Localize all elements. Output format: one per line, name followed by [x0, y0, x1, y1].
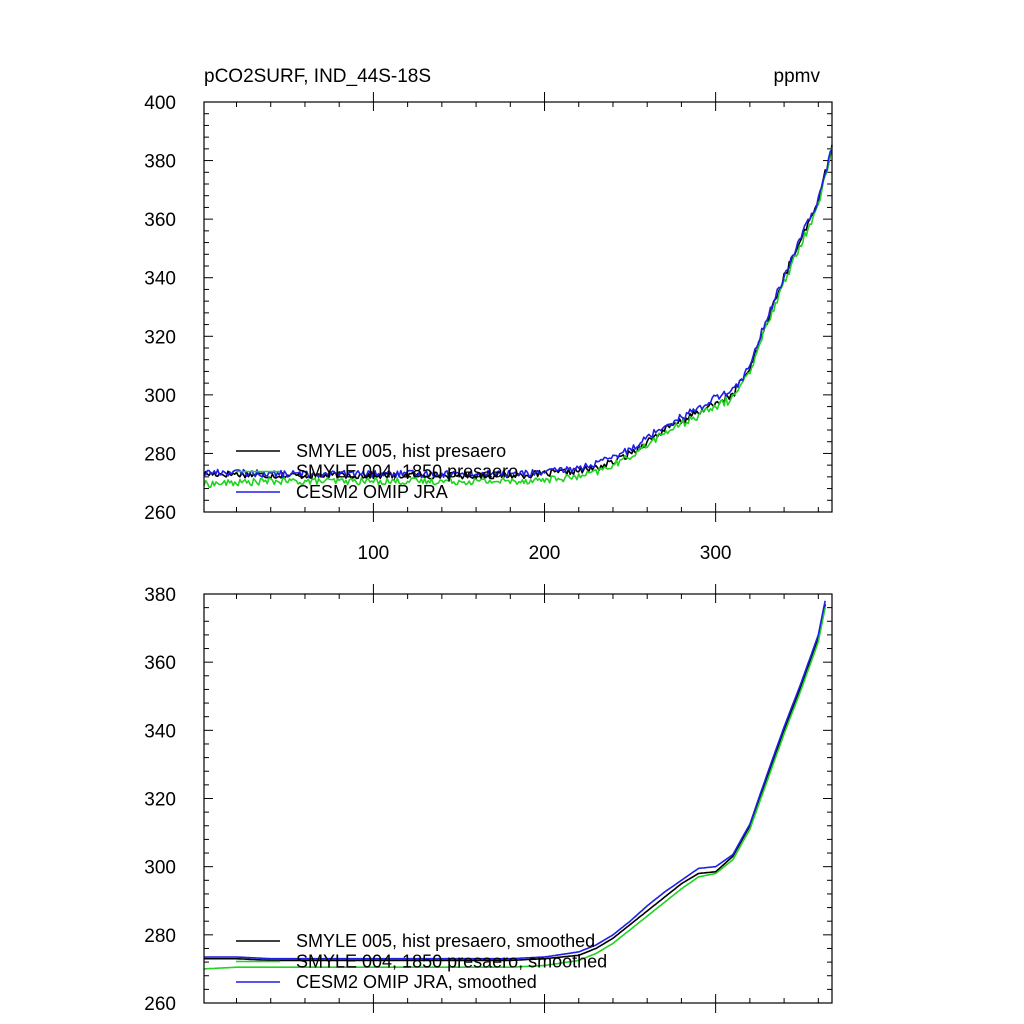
- legend-label: SMYLE 004, 1850 presaero, smoothed: [296, 952, 607, 972]
- y-tick-label: 360: [144, 210, 176, 231]
- y-tick-label: 300: [144, 858, 176, 879]
- y-tick-label: 380: [144, 585, 176, 606]
- x-tick-label: 200: [529, 543, 561, 564]
- y-tick-label: 280: [144, 444, 176, 465]
- series-line: [203, 607, 826, 970]
- series-line: [203, 146, 833, 489]
- y-tick-label: 380: [144, 152, 176, 173]
- y-tick-label: 260: [144, 503, 176, 524]
- series-line: [203, 144, 833, 480]
- y-tick-label: 400: [144, 93, 176, 114]
- chart-title: pCO2SURF, IND_44S-18S: [204, 66, 431, 87]
- plot-frame: [203, 593, 833, 1004]
- series-line: [204, 600, 826, 960]
- units-label: ppmv: [774, 66, 821, 87]
- y-tick-label: 320: [144, 327, 176, 348]
- bottom-panel: 260 280 300 320 340 360 380 SMYLE 005, hist pre…: [144, 584, 833, 1015]
- x-tick-label: 100: [358, 543, 390, 564]
- legend-label: SMYLE 005, hist presaero, smoothed: [296, 931, 595, 951]
- top-panel: 260 280 300 320 340 360 380 400 100 200 300 SMYLE 0…: [144, 92, 833, 564]
- legend-label: CESM2 OMIP JRA: [296, 482, 448, 502]
- y-tick-label: 300: [144, 386, 176, 407]
- legend-label: CESM2 OMIP JRA, smoothed: [296, 972, 537, 992]
- y-tick-label: 340: [144, 269, 176, 290]
- x-tick-label: 300: [700, 543, 732, 564]
- series-line: [203, 149, 833, 479]
- series-line: [204, 604, 826, 962]
- legend-label: SMYLE 005, hist presaero: [296, 441, 506, 461]
- y-tick-label: 320: [144, 790, 176, 811]
- y-tick-label: 360: [144, 653, 176, 674]
- y-tick-label: 280: [144, 926, 176, 947]
- y-tick-label: 340: [144, 721, 176, 742]
- legend-label: SMYLE 004, 1850 presaero: [296, 462, 518, 482]
- plot-frame: [203, 101, 833, 513]
- y-tick-label: 260: [144, 994, 176, 1015]
